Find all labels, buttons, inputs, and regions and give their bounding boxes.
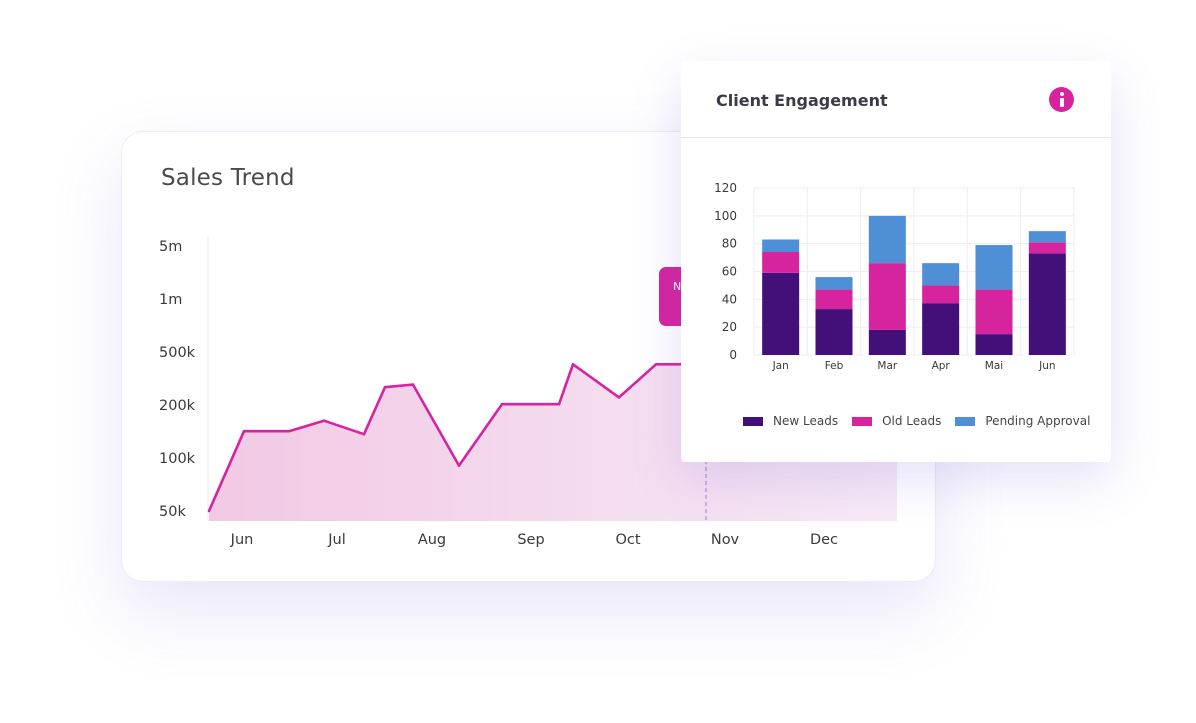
x-tick-label: Feb: [825, 360, 844, 372]
legend-item: New Leads: [743, 414, 838, 428]
sales-point-9: [557, 402, 561, 406]
client-engagement-header: Client Engagement: [681, 61, 1111, 138]
bar-old-leads-jan: [762, 252, 800, 273]
x-tick-label: Jul: [327, 532, 346, 548]
client-engagement-card: Client Engagement 0 20 40 60 80 100 120 Jan Feb M…: [681, 61, 1111, 462]
y-tick-label: 60: [722, 265, 737, 279]
sales-point-12: [654, 363, 658, 366]
bar-pending-approval-feb: [815, 277, 853, 290]
y-tick-label: 100k: [159, 451, 196, 467]
y-tick-label: 200k: [159, 398, 196, 414]
bar-new-leads-jun: [1028, 253, 1066, 355]
sales-point-11: [617, 396, 621, 399]
x-tick-label: Mai: [985, 360, 1003, 372]
sales-point-5: [383, 385, 387, 389]
sales-point-0: [207, 509, 211, 513]
x-tick-label: Aug: [418, 532, 446, 548]
info-icon[interactable]: [1049, 87, 1074, 112]
bar-new-leads-mar: [868, 329, 906, 355]
bar-new-leads-apr: [922, 303, 960, 355]
legend-swatch: [955, 416, 976, 426]
legend-item: Pending Approval: [955, 414, 1090, 428]
bar-pending-approval-jun: [1028, 231, 1066, 243]
client-engagement-chart: 0 20 40 60 80 100 120 Jan Feb Mar Apr Mai Jun: [714, 181, 1075, 372]
sales-point-3: [322, 419, 326, 423]
y-tick-label: 120: [714, 181, 737, 195]
x-tick-label: Apr: [932, 360, 951, 372]
x-tick-label: Jun: [230, 532, 254, 548]
y-tick-label: 40: [722, 292, 737, 306]
bar-old-leads-jun: [1028, 242, 1066, 254]
bar-old-leads-apr: [922, 285, 960, 304]
bar-new-leads-jan: [762, 272, 800, 355]
bar-pending-approval-mar: [868, 215, 906, 264]
sales-point-2: [287, 429, 291, 433]
x-tick-label: Dec: [810, 532, 838, 548]
sales-point-8: [500, 402, 504, 406]
y-tick-label: 5m: [159, 239, 182, 255]
x-tick-label: Mar: [877, 360, 897, 372]
bar-old-leads-mar: [868, 263, 906, 330]
sales-point-6: [411, 383, 415, 386]
bar-new-leads-mai: [975, 334, 1013, 355]
bar-old-leads-feb: [815, 289, 853, 310]
sales-point-4: [362, 432, 366, 436]
legend-swatch: [852, 416, 873, 426]
x-tick-label: Sep: [517, 532, 544, 548]
client-engagement-title: Client Engagement: [716, 91, 888, 110]
bar-old-leads-mai: [975, 289, 1013, 335]
y-tick-label: 1m: [159, 292, 182, 308]
bar-pending-approval-mai: [975, 245, 1013, 290]
y-tick-label: 20: [722, 320, 737, 334]
x-tick-label: Jun: [1038, 360, 1055, 372]
x-tick-label: Nov: [711, 532, 740, 548]
client-engagement-legend: New Leads Old Leads Pending Approval: [743, 414, 1104, 428]
legend-item: Old Leads: [852, 414, 941, 428]
tooltip-text: N: [673, 280, 681, 293]
legend-label: Pending Approval: [985, 414, 1091, 428]
y-tick-label: 50k: [159, 504, 186, 520]
sales-point-7: [457, 464, 461, 467]
y-tick-label: 80: [722, 237, 737, 251]
bar-pending-approval-jan: [762, 239, 800, 253]
legend-swatch: [743, 416, 763, 426]
x-tick-label: Jan: [772, 360, 789, 372]
bar-new-leads-feb: [815, 309, 853, 355]
bar-pending-approval-apr: [922, 263, 960, 286]
sales-trend-title: Sales Trend: [161, 165, 295, 191]
y-tick-label: 0: [729, 348, 737, 362]
y-tick-label: 500k: [159, 345, 196, 361]
y-tick-label: 100: [714, 209, 737, 223]
legend-label: New Leads: [773, 414, 839, 428]
sales-point-10: [571, 363, 575, 366]
x-tick-label: Oct: [615, 532, 640, 548]
sales-point-1: [242, 429, 246, 433]
legend-label: Old Leads: [882, 414, 942, 428]
